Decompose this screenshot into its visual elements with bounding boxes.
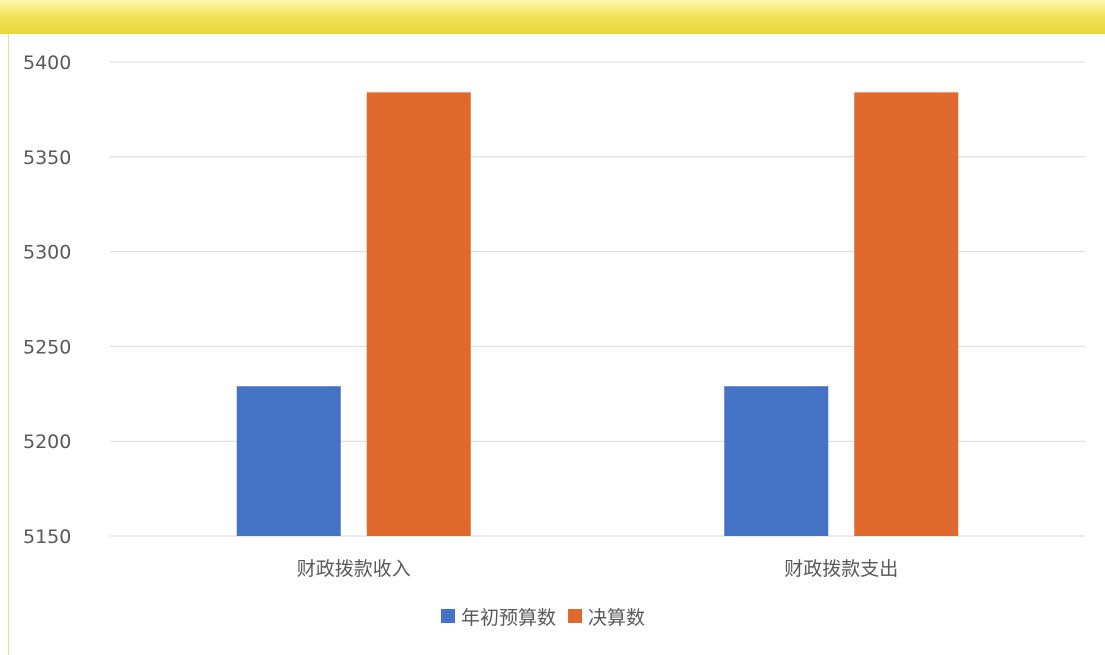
category-label: 财政拨款支出 [784,558,898,580]
legend: 年初预算数 决算数 [441,607,645,629]
y-axis-tick-labels: 5150 5200 5250 5300 5350 5400 [23,52,71,548]
legend-label-2: 决算数 [588,607,645,629]
category-labels: 财政拨款收入 财政拨款支出 [297,558,899,580]
bar-final-1 [366,92,471,536]
highlighter-strip [0,0,1105,34]
bar-budget-1 [236,386,341,536]
page-edge-line [8,34,9,655]
legend-swatch-1 [441,609,455,623]
legend-label-1: 年初预算数 [461,607,556,629]
bars [236,92,959,536]
y-tick-label: 5150 [23,526,71,548]
y-tick-label: 5250 [23,336,71,358]
bar-final-2 [854,92,959,536]
category-label: 财政拨款收入 [297,558,411,580]
y-tick-label: 5300 [23,242,71,264]
legend-swatch-2 [568,609,583,623]
y-tick-label: 5200 [23,431,71,453]
y-tick-label: 5350 [23,147,71,169]
bar-budget-2 [724,386,829,536]
y-tick-label: 5400 [23,52,71,74]
